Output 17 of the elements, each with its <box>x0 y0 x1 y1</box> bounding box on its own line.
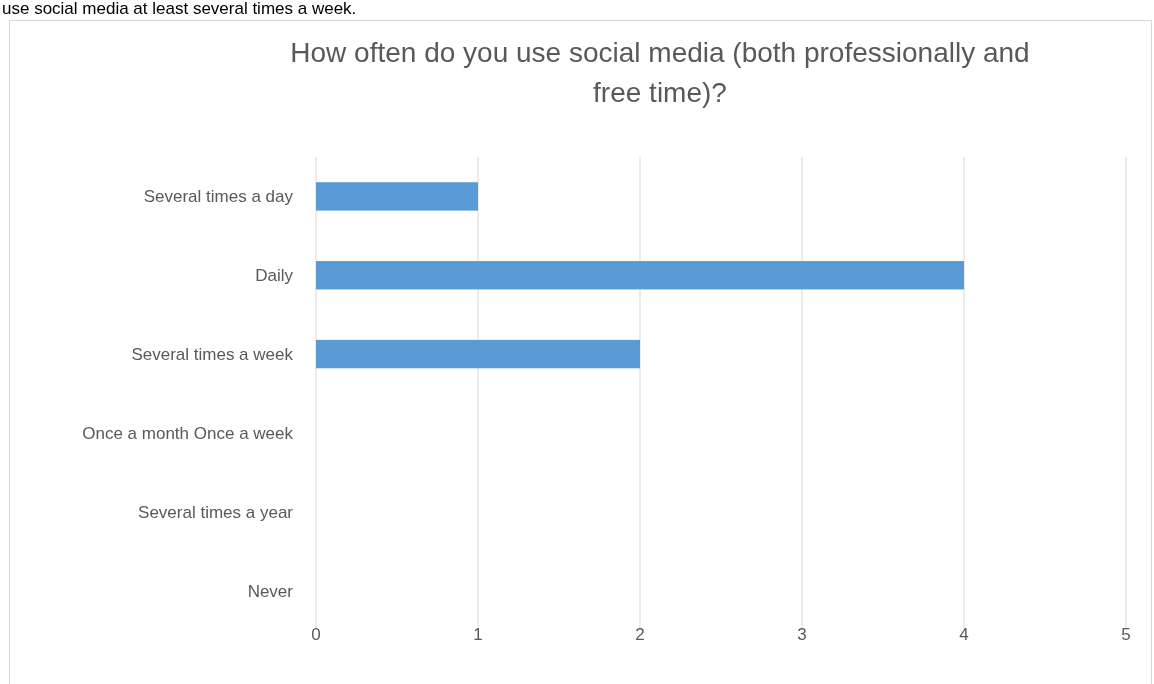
bar <box>316 261 964 290</box>
x-tick-label: 5 <box>1121 625 1131 644</box>
bar <box>316 182 478 211</box>
y-tick-label: Several times a year <box>138 502 294 522</box>
x-tick-label: 2 <box>635 625 645 644</box>
y-tick-label: Several times a week <box>131 345 294 365</box>
x-tick-label: 1 <box>473 625 483 644</box>
chart-title: How often do you use social media (both professionally and free time)? <box>290 37 1030 108</box>
y-tick-label: Several times a day <box>143 187 294 207</box>
x-tick-label: 4 <box>959 625 969 644</box>
y-tick-label: Daily <box>255 266 294 286</box>
x-tick-label: 3 <box>797 625 807 644</box>
text: use social media at least several times a week. <box>2 0 357 18</box>
bar <box>316 339 640 369</box>
y-tick-label: Never <box>247 581 294 601</box>
x-tick-label: 0 <box>311 625 321 644</box>
y-tick-label: Once a month Once a week <box>82 423 294 443</box>
